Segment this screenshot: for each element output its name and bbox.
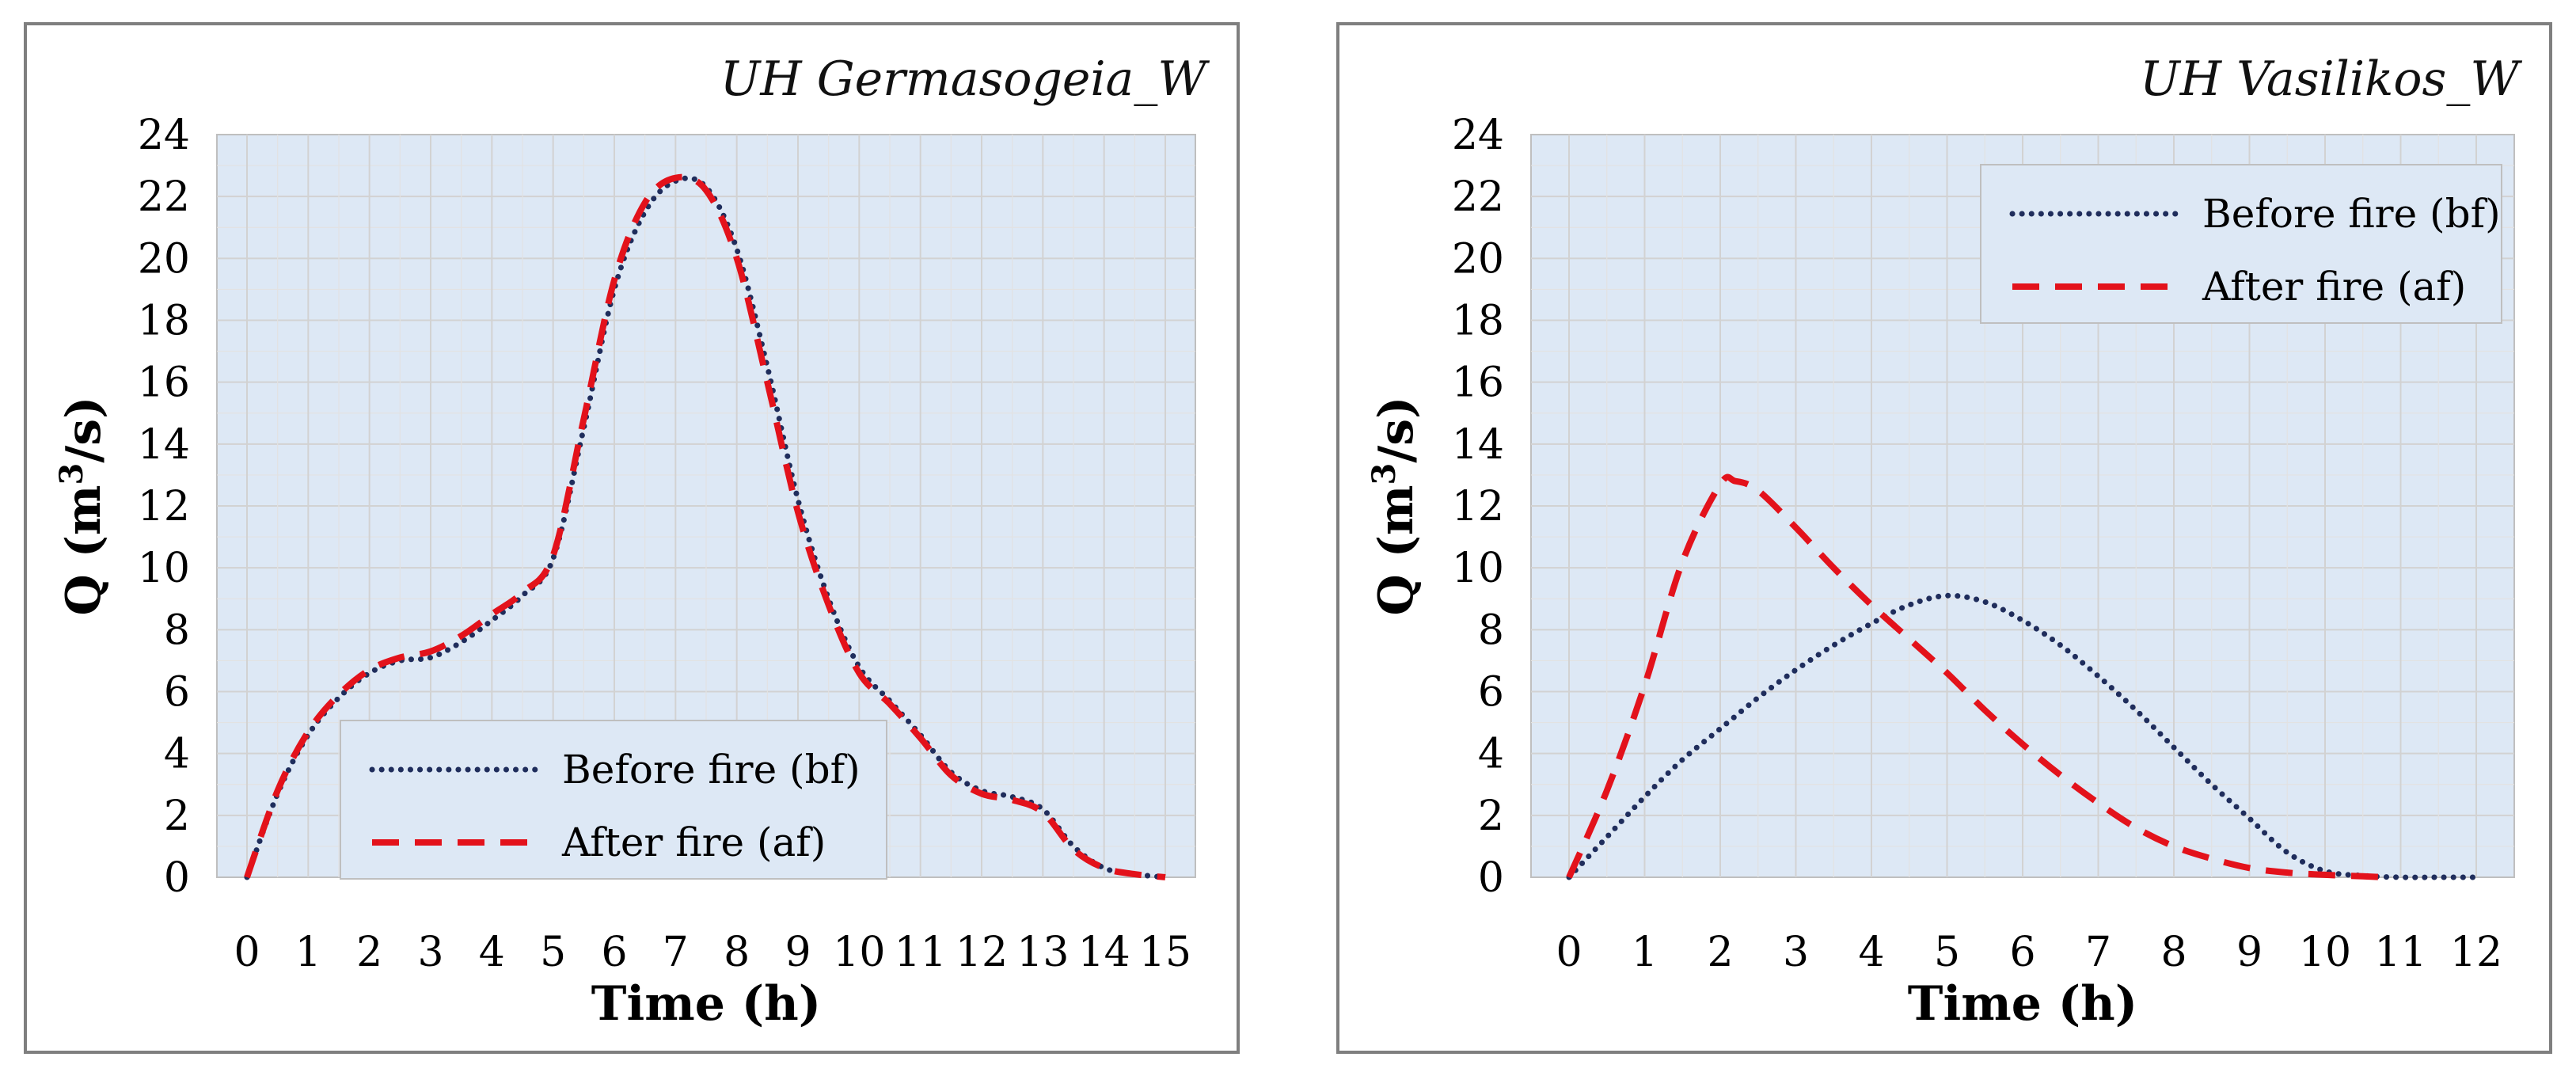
- x-tick-label: 7: [663, 929, 689, 976]
- legend-box: [1980, 164, 2502, 324]
- y-axis-label-tail: /s): [1369, 397, 1424, 463]
- legend-label: Before fire (bf): [562, 747, 861, 793]
- x-axis-label: Time (h): [1908, 976, 2137, 1032]
- y-axis-label-tail: /s): [56, 397, 112, 463]
- chart-title: UH Vasilikos_W: [2140, 51, 2522, 107]
- y-tick-label: 2: [1478, 793, 1504, 840]
- y-tick-label: 20: [138, 235, 190, 283]
- y-axis-label-sup: 3: [1366, 463, 1403, 485]
- x-tick-label: 4: [1858, 929, 1884, 976]
- x-tick-label: 10: [833, 929, 885, 976]
- x-tick-label: 2: [1707, 929, 1733, 976]
- y-tick-label: 24: [138, 112, 190, 159]
- chart-title: UH Germasogeia_W: [720, 51, 1210, 107]
- x-tick-label: 7: [2085, 929, 2111, 976]
- x-tick-label: 4: [479, 929, 505, 976]
- x-tick-label: 9: [785, 929, 811, 976]
- legend-label: After fire (af): [2202, 264, 2466, 310]
- x-tick-label: 0: [1556, 929, 1582, 976]
- y-tick-label: 0: [1478, 854, 1504, 902]
- x-tick-label: 1: [1632, 929, 1658, 976]
- y-tick-label: 6: [1478, 669, 1504, 717]
- y-tick-label: 22: [1452, 173, 1504, 221]
- y-tick-label: 8: [1478, 606, 1504, 654]
- y-tick-label: 10: [138, 545, 190, 592]
- y-tick-label: 4: [1478, 731, 1504, 778]
- legend-label: After fire (af): [561, 819, 826, 865]
- x-tick-label: 3: [1783, 929, 1809, 976]
- x-tick-label: 0: [234, 929, 260, 976]
- y-tick-label: 18: [1452, 298, 1504, 345]
- x-tick-label: 12: [2450, 929, 2502, 976]
- y-tick-label: 12: [138, 483, 190, 530]
- x-tick-label: 2: [356, 929, 382, 976]
- y-tick-label: 4: [164, 731, 190, 778]
- y-tick-label: 10: [1452, 545, 1504, 592]
- x-tick-label: 14: [1078, 929, 1130, 976]
- x-tick-label: 15: [1139, 929, 1191, 976]
- y-tick-label: 16: [1452, 359, 1504, 407]
- x-tick-label: 1: [295, 929, 321, 976]
- y-tick-label: 14: [1452, 421, 1504, 469]
- series-line-before-fire: [1566, 592, 2479, 880]
- y-tick-label: 12: [1452, 483, 1504, 530]
- y-tick-label: 6: [164, 669, 190, 717]
- chart-panel-vasilikos: 0 2 4 6 8 10 12 14 16 18 20 22 24 0 1 2 3 4 5 6 7 8 9 10 11 12 UH …: [1336, 22, 2552, 1054]
- x-tick-label: 5: [540, 929, 566, 976]
- x-axis-label: Time (h): [591, 976, 821, 1032]
- y-axis-label: Q (m3/s): [1366, 397, 1424, 616]
- legend-label: Before fire (bf): [2202, 191, 2501, 237]
- y-tick-label: 18: [138, 298, 190, 345]
- x-tick-label: 6: [601, 929, 627, 976]
- y-tick-label: 20: [1452, 235, 1504, 283]
- x-tick-label: 11: [2374, 929, 2426, 976]
- x-tick-label: 13: [1016, 929, 1069, 976]
- x-tick-label: 3: [417, 929, 443, 976]
- x-tick-label: 9: [2236, 929, 2263, 976]
- y-tick-label: 22: [138, 173, 190, 221]
- y-axis-label-sup: 3: [53, 463, 90, 485]
- x-tick-label: 8: [724, 929, 750, 976]
- y-tick-label: 14: [138, 421, 190, 469]
- y-tick-label: 24: [1452, 112, 1504, 159]
- legend-box: [340, 720, 887, 880]
- x-tick-label: 8: [2160, 929, 2187, 976]
- y-axis-label-main: Q (m: [56, 485, 112, 615]
- series-line-after-fire: [244, 173, 1166, 880]
- x-tick-label: 10: [2299, 929, 2351, 976]
- x-tick-label: 11: [895, 929, 947, 976]
- y-tick-label: 0: [164, 854, 190, 902]
- y-axis-label: Q (m3/s): [53, 397, 112, 616]
- y-tick-label: 16: [138, 359, 190, 407]
- x-tick-label: 6: [2009, 929, 2035, 976]
- x-tick-label: 5: [1934, 929, 1960, 976]
- y-tick-label: 2: [164, 793, 190, 840]
- chart-panel-germasogeia: 0 2 4 6 8 10 12 14 16 18 20 22 24 0 1 2 3 4 5 6 7 8 9 10 11 12 13 1…: [24, 22, 1240, 1054]
- y-tick-label: 8: [164, 606, 190, 654]
- series-line-after-fire: [1566, 473, 2386, 880]
- x-tick-label: 12: [956, 929, 1008, 976]
- y-axis-label-main: Q (m: [1369, 485, 1424, 615]
